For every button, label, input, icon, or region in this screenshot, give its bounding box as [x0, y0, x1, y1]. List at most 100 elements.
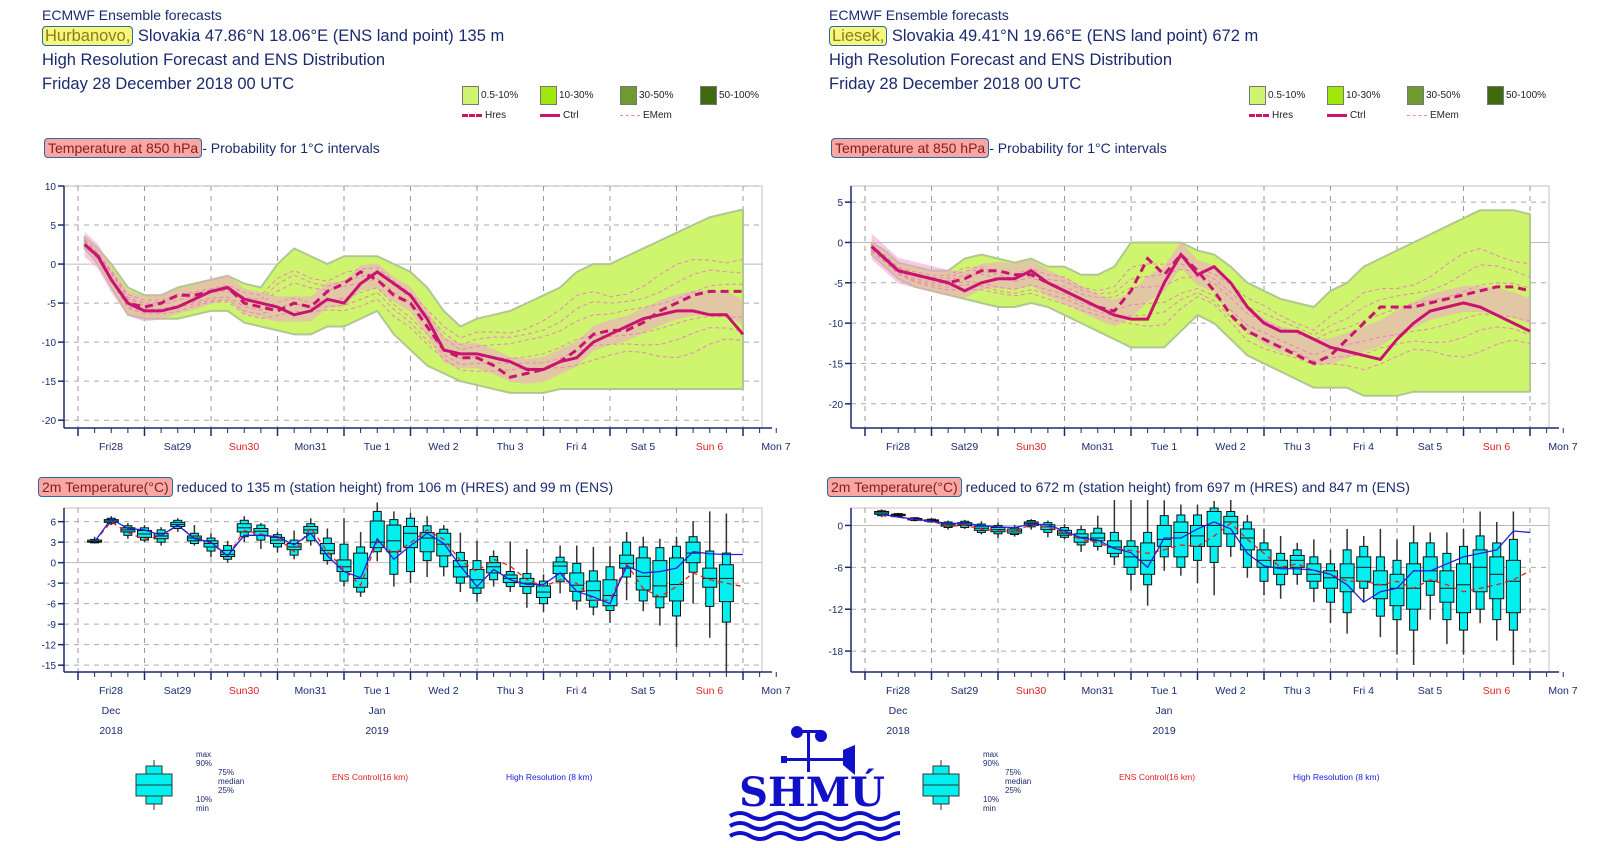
y-tick-label: 0	[837, 238, 843, 249]
x-day-label: Tue 1	[1151, 441, 1178, 453]
box-p25-p75	[1173, 521, 1189, 558]
box-p25-p75	[1356, 556, 1372, 582]
ens-box	[1406, 525, 1422, 666]
box-legend-glyph	[135, 760, 173, 810]
station-coords: Slovakia 49.41°N 19.66°E (ENS land point…	[891, 27, 1259, 45]
ens-box	[1489, 521, 1505, 641]
box-p25-p75	[486, 562, 502, 574]
box-p25-p75	[652, 560, 668, 598]
x-day-label: Sun30	[1016, 685, 1047, 697]
legend-label: Hres	[1272, 110, 1294, 121]
ens-control-line	[881, 515, 1531, 593]
legend-label: Ctrl	[1350, 110, 1366, 121]
header-source: ECMWF Ensemble forecasts	[829, 7, 1009, 23]
t2m-title-rest: reduced to 135 m (station height) from 1…	[176, 479, 614, 495]
ens-box	[1173, 504, 1189, 576]
t2m-title-tag: 2m Temperature(°C)	[38, 477, 173, 497]
x-day-label: Fri 4	[566, 441, 587, 453]
box-p25-p75	[1489, 556, 1505, 600]
x-day-label: Sun 6	[1483, 441, 1511, 453]
legend-min: min	[196, 804, 209, 813]
y-tick-label: -10	[829, 319, 844, 330]
y-tick-label: -15	[829, 359, 844, 370]
x-year-label: 2019	[365, 725, 389, 737]
legend-max: max	[983, 750, 999, 759]
x-day-label: Fri 4	[566, 685, 587, 697]
legend-emem: EMem	[620, 110, 672, 121]
x-day-label: Fri28	[886, 441, 910, 453]
emem-density-band	[871, 233, 1530, 365]
t2m-title-rest: reduced to 672 m (station height) from 6…	[965, 479, 1410, 495]
box-p25-p75	[469, 569, 485, 589]
x-day-label: Fri28	[99, 685, 123, 697]
x-day-label: Sat29	[164, 685, 192, 697]
ens-box	[652, 538, 668, 626]
legend-label: 0.5-10%	[1268, 90, 1306, 101]
ens-box	[1256, 528, 1272, 596]
legend-swatch	[620, 86, 637, 105]
ens-box	[1472, 511, 1488, 624]
emem-line	[84, 243, 744, 366]
x-day-label: Sat 5	[631, 441, 656, 453]
x-day-label: Thu 3	[1284, 441, 1311, 453]
ens-box	[874, 509, 890, 518]
x-day-label: Fri28	[99, 441, 123, 453]
y-tick-label: -20	[42, 416, 57, 427]
emem-line	[871, 249, 1531, 356]
station-coords: Slovakia 47.86°N 18.06°E (ENS land point…	[137, 27, 505, 45]
box-p25-p75	[1289, 554, 1305, 568]
legend-item-30-50: 30-50%	[620, 86, 673, 105]
legend-p10: 10%	[983, 795, 1000, 804]
legend-swatch	[1249, 86, 1266, 105]
emem-line	[84, 245, 744, 372]
forecast-header: ECMWF Ensemble forecasts Hurbanovo, Slov…	[42, 6, 504, 96]
legend-swatch	[700, 86, 717, 105]
box-p25-p75	[1256, 549, 1272, 568]
legend-label: EMem	[643, 110, 672, 121]
emem-line	[871, 244, 1531, 331]
x-day-label: Mon31	[1081, 685, 1113, 697]
legend-median: median	[1005, 777, 1032, 786]
t2m-title: 2m Temperature(°C) reduced to 135 m (sta…	[38, 477, 614, 497]
box-legend-labels: max 90% 75% median 25% 10% min	[983, 750, 1031, 813]
y-tick-label: -6	[834, 563, 843, 574]
y-tick-label: -9	[47, 620, 56, 631]
legend-item-10-30: 10-30%	[1327, 86, 1380, 105]
high-res-legend: High Resolution (8 km)	[506, 772, 593, 782]
high-res-legend: High Resolution (8 km)	[1293, 772, 1380, 782]
y-tick-label: 5	[50, 221, 56, 232]
ens-box	[890, 512, 906, 518]
shmu-logo: SHMÚ	[728, 726, 900, 841]
ens-box	[353, 531, 369, 597]
ens-box	[236, 516, 252, 543]
ens-box	[1422, 532, 1438, 620]
box-p25-p75	[602, 579, 618, 607]
t850-title-rest: - Probability for 1°C intervals	[989, 140, 1167, 156]
legend-label: EMem	[1430, 110, 1459, 121]
ens-box	[635, 536, 651, 612]
box-p25-p75	[1456, 563, 1471, 614]
legend-p90: 90%	[196, 759, 213, 768]
logo-text: SHMÚ	[739, 769, 885, 816]
x-day-label: Mon 7	[761, 685, 790, 697]
x-day-label: Mon31	[1081, 441, 1113, 453]
legend-ctrl: Ctrl	[1327, 110, 1366, 121]
ctrl-line-swatch	[540, 114, 560, 117]
emem-line-swatch	[1407, 115, 1427, 116]
hres-line-swatch	[1249, 114, 1269, 117]
hres-line	[83, 243, 743, 379]
x-day-label: Fri 4	[1353, 441, 1374, 453]
legend-hres: Hres	[1249, 110, 1293, 121]
box-p25-p75	[1306, 563, 1322, 582]
ens-box	[602, 546, 618, 623]
box-p25-p75	[669, 557, 684, 602]
box-p25-p75	[336, 559, 352, 573]
y-tick-label: -18	[829, 647, 844, 658]
box-p25-p75	[718, 564, 734, 603]
weather-vane-icon	[781, 726, 855, 775]
legend-item-50-100: 50-100%	[1487, 86, 1546, 105]
legend-swatch	[1407, 86, 1424, 105]
legend-item-0.5-10: 0.5-10%	[462, 86, 518, 105]
emem-line-swatch	[620, 115, 640, 116]
legend-p25: 25%	[1005, 786, 1022, 795]
